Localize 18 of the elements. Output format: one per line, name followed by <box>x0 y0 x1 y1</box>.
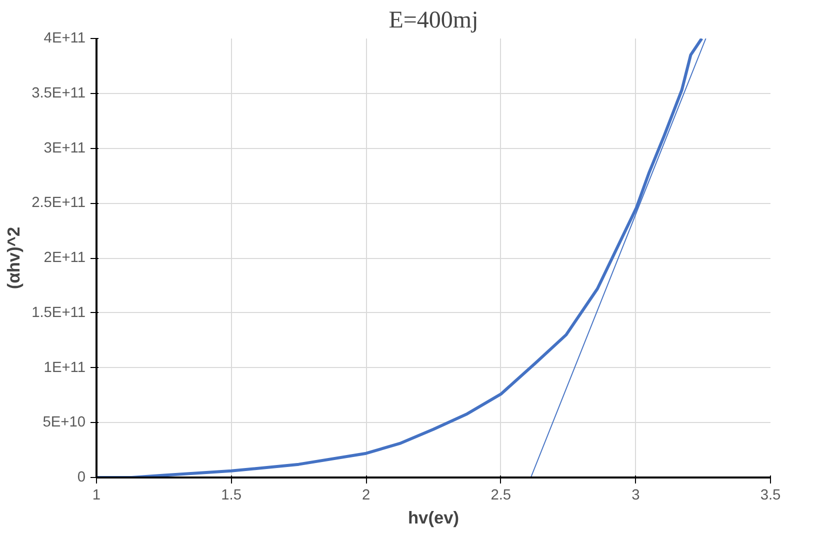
x-tick-label: 2 <box>362 488 370 504</box>
y-tick-label: 4E+11 <box>44 30 86 46</box>
y-axis-title: (αhv)^2 <box>4 226 24 290</box>
y-tick-label: 0 <box>77 470 86 486</box>
x-tick-label: 1.5 <box>221 488 242 504</box>
y-tick-label: 3.5E+11 <box>32 85 86 102</box>
x-tick-label: 1 <box>92 488 101 504</box>
y-tick-label: 2E+11 <box>44 250 86 266</box>
y-tick-label: 5E+10 <box>42 414 86 431</box>
x-tick-label: 2.5 <box>490 488 512 504</box>
x-tick-label: 3.5 <box>760 488 781 504</box>
x-tick-label: 3 <box>632 488 640 504</box>
y-tick-label: 1.5E+11 <box>32 304 86 321</box>
chart-title: E=400mj <box>388 8 478 34</box>
y-tick-label: 3E+11 <box>44 140 86 156</box>
x-axis-title: hv(ev) <box>408 508 460 528</box>
y-tick-label: 2.5E+11 <box>32 195 86 212</box>
y-tick-label: 1E+11 <box>44 360 86 376</box>
